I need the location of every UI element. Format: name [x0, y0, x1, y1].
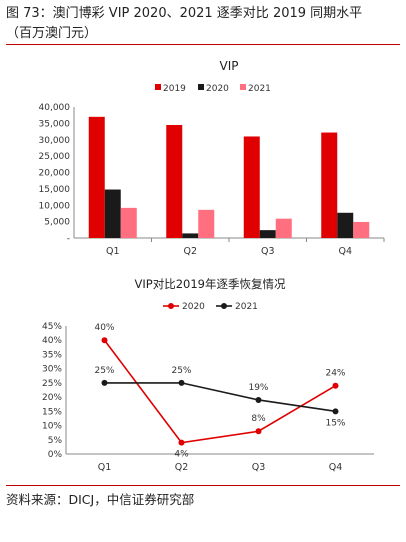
y-tick-label: -: [67, 234, 70, 244]
legend-swatch-2021: [240, 84, 246, 90]
bar-chart-title: VIP: [220, 59, 239, 73]
data-label-2020-Q3: 8%: [251, 414, 266, 424]
line-chart-title: VIP对比2019年逐季恢复情况: [135, 277, 286, 291]
y-tick-label: 35%: [42, 350, 62, 360]
bar-2019-Q1: [88, 116, 105, 238]
figure-title-line1: 图 73：澳门博彩 VIP 2020、2021 逐季对比 2019 同期水平: [6, 6, 363, 21]
line-chart: VIP对比2019年逐季恢复情况 2020 2021 45% 40% 35% 30% 25% 2…: [42, 277, 374, 473]
legend-marker-2021: [221, 303, 227, 309]
y-tick-label: 35,000: [39, 119, 71, 129]
point-2020-Q1: [101, 337, 108, 344]
y-tick-label: 40,000: [39, 103, 71, 113]
point-2021-Q3: [255, 396, 262, 403]
title-rule: [6, 44, 400, 45]
y-tick-label: 40%: [42, 336, 62, 346]
bar-2020-Q3: [259, 230, 276, 238]
point-2021-Q1: [101, 379, 108, 386]
legend-label-2020: 2020: [182, 302, 205, 312]
y-tick-label: 45%: [42, 322, 62, 332]
bar-2019-Q3: [243, 136, 260, 238]
x-tick-label: Q4: [329, 462, 343, 473]
data-label-2021-Q1: 25%: [94, 366, 114, 376]
data-label-2021-Q4: 15%: [325, 418, 345, 428]
legend-label-2019: 2019: [163, 84, 186, 94]
x-tick-label: Q3: [252, 462, 266, 473]
y-tick-label: 20,000: [39, 169, 71, 179]
bar-2021-Q3: [275, 218, 292, 238]
data-label-2020-Q2: 4%: [174, 450, 189, 460]
bar-2019-Q4: [321, 132, 338, 238]
y-tick-label: 30%: [42, 365, 62, 375]
legend-label-2021: 2021: [248, 84, 271, 94]
bar-2021-Q2: [198, 209, 215, 238]
legend-label-2020: 2020: [206, 84, 229, 94]
legend-swatch-2019: [155, 84, 161, 90]
bar-2020-Q4: [337, 212, 354, 238]
y-tick-label: 5%: [48, 436, 63, 446]
x-tick-label: Q2: [175, 462, 189, 473]
x-tick-label: Q4: [338, 246, 352, 257]
legend-swatch-2020: [198, 84, 204, 90]
y-tick-label: 25,000: [39, 152, 71, 162]
point-2020-Q3: [255, 428, 262, 435]
bottom-rule: [6, 485, 400, 486]
legend-label-2021: 2021: [235, 302, 258, 312]
data-label-2021-Q2: 25%: [171, 366, 191, 376]
y-tick-label: 5,000: [44, 218, 70, 228]
bar-2020-Q2: [182, 233, 199, 238]
legend-marker-2020: [168, 303, 174, 309]
y-tick-label: 10,000: [39, 201, 71, 211]
y-tick-label: 0%: [48, 450, 63, 460]
bar-2019-Q2: [166, 125, 183, 238]
bar-chart: VIP 2019 2020 2021 40,000 35,000 30,000 25,000 2…: [39, 59, 385, 257]
point-2020-Q2: [178, 439, 185, 446]
y-tick-label: 15%: [42, 407, 62, 417]
x-tick-label: Q1: [98, 462, 112, 473]
y-tick-label: 10%: [42, 422, 62, 432]
bar-2020-Q1: [104, 189, 121, 238]
data-label-2020-Q4: 24%: [325, 369, 345, 379]
source-note: 资料来源：DICJ，中信证券研究部: [6, 492, 195, 507]
point-2020-Q4: [332, 382, 339, 389]
figure-title-line2: （百万澳门元）: [6, 26, 98, 41]
point-2021-Q2: [178, 379, 185, 386]
y-tick-label: 30,000: [39, 136, 71, 146]
x-tick-label: Q3: [261, 246, 275, 257]
figure-title: 图 73：澳门博彩 VIP 2020、2021 逐季对比 2019 同期水平 （…: [6, 4, 402, 44]
y-tick-label: 20%: [42, 393, 62, 403]
bar-2021-Q4: [353, 221, 370, 238]
point-2021-Q4: [332, 408, 339, 415]
bar-2021-Q1: [120, 207, 137, 238]
data-label-2020-Q1: 40%: [94, 323, 114, 333]
x-tick-label: Q2: [183, 246, 197, 257]
y-tick-label: 25%: [42, 379, 62, 389]
series-line-2021: [104, 382, 336, 413]
data-label-2021-Q3: 19%: [248, 383, 268, 393]
y-tick-label: 15,000: [39, 185, 71, 195]
series-line-2020: [103, 339, 336, 444]
x-tick-label: Q1: [106, 246, 120, 257]
